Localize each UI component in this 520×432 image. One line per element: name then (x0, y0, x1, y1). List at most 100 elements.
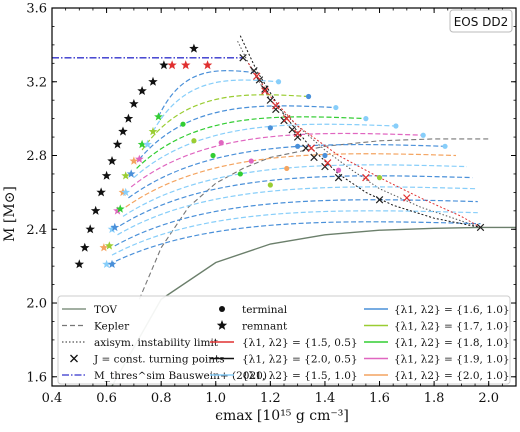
remnant-star-colored (148, 126, 158, 136)
legend-label: J = const. turning points (93, 354, 225, 366)
legend-label: Kepler (94, 321, 130, 333)
remnant-star (148, 76, 158, 86)
seq-15-05-line (248, 63, 481, 228)
turning-point-cross (302, 144, 310, 152)
remnant-star-colored (110, 222, 120, 232)
turning-point-cross (476, 223, 485, 232)
turning-point-cross-red (252, 72, 261, 80)
remnant-star-red (167, 60, 177, 70)
sequence-curve (133, 123, 396, 179)
legend-label: axisym. instability limit (94, 337, 219, 349)
turning-point-cross (250, 66, 258, 75)
legend-swatch (70, 354, 78, 363)
y-axis-label: M [M⊙] (2, 186, 18, 242)
x-tick-label: 0.6 (96, 391, 117, 406)
legend-label: {λ1, λ2} = {2.0, 1.0} (394, 370, 510, 382)
sequence-curve (109, 221, 481, 265)
legend-swatch (219, 306, 225, 312)
remnant-star-colored (102, 259, 111, 268)
sequence-curve (141, 94, 309, 151)
remnant-star (74, 259, 84, 269)
legend-label: {λ1, λ2} = {1.6, 1.0} (394, 304, 510, 316)
turning-point-cross (272, 105, 280, 114)
remnant-star-colored (104, 241, 114, 250)
remnant-star (123, 113, 134, 123)
seq-20-05-line (239, 35, 481, 228)
x-tick-label: 1.4 (315, 391, 336, 406)
remnant-star-red (202, 60, 213, 70)
axes: 0.4 0.6 0.8 1.0 1.2 1.4 1.6 1.8 2.0 1.6 2.0 2.4 2.8 3… (26, 2, 517, 406)
sequence-curve (114, 199, 478, 247)
terminal-dot (322, 152, 328, 159)
remnant-star-colored (113, 206, 122, 215)
x-tick-label: 1.0 (205, 391, 226, 406)
terminal-dot (333, 104, 339, 111)
turning-point-cross (288, 125, 296, 134)
legend-label: {λ1, λ2} = {1.9, 1.0} (394, 354, 510, 366)
terminal-dot (248, 158, 254, 164)
y-tick-label: 2.4 (26, 223, 47, 238)
legend-label: remnant (242, 321, 288, 333)
legend-label: {λ1, λ2} = {2.0, 0.5} (242, 354, 358, 366)
sequence-curve (125, 153, 457, 208)
sequence-curve (152, 79, 279, 132)
x-tick-label: 0.8 (151, 391, 172, 406)
kepler-line (138, 138, 489, 300)
terminal-dot (376, 175, 383, 181)
remnant-star (80, 242, 90, 252)
remnant-star (85, 224, 95, 234)
sequence-curve (136, 116, 366, 169)
remnant-star-colored (99, 243, 109, 252)
legend-label: {λ1, λ2} = {1.5, 0.5} (242, 337, 358, 349)
remnant-star-colored (126, 169, 136, 178)
turning-point-cross (261, 85, 269, 93)
legend-label: {λ1, λ2} = {1.5, 1.0} (242, 370, 358, 382)
terminal-dot (305, 93, 312, 100)
sequence-curve (122, 164, 467, 217)
remnant-star-colored (121, 187, 131, 197)
remnant-star (118, 126, 128, 136)
sequence-curve (111, 210, 478, 256)
turning-point-cross (321, 162, 329, 171)
turning-point-cross (310, 153, 318, 162)
terminal-dot (295, 143, 301, 149)
terminal-dot (275, 79, 282, 85)
sequence-curve (138, 105, 336, 160)
remnant-star-red (181, 60, 191, 70)
turning-point-cross-red (261, 87, 269, 95)
remnant-star (159, 60, 169, 70)
turning-point-cross-red (323, 159, 332, 167)
terminal-dot (267, 125, 273, 131)
x-tick-label: 0.4 (42, 391, 63, 406)
x-tick-label: 2.0 (478, 391, 499, 406)
terminal-dot (267, 182, 273, 188)
turning-point-cross-red (307, 144, 316, 152)
remnant-star (96, 187, 106, 197)
turning-point-cross (255, 76, 264, 84)
remnant-star-colored (137, 139, 147, 149)
terminal-dot (442, 143, 448, 149)
remnant-star (90, 205, 101, 215)
tov-line (111, 226, 516, 386)
turning-point-cross (239, 54, 247, 62)
terminal-dot (393, 123, 399, 129)
annotation-box: EOS DD2 (449, 9, 513, 33)
terminal-dot (180, 121, 186, 127)
terminal-dot (363, 116, 369, 122)
y-tick-label: 2.8 (26, 149, 47, 164)
x-tick-label: 1.6 (369, 391, 390, 406)
y-tick-label: 3.6 (26, 2, 47, 17)
remnant-star-colored (135, 154, 144, 163)
terminal-dot (218, 140, 224, 146)
remnant-star-colored (107, 224, 117, 233)
remnant-star (189, 43, 199, 53)
x-axis-label: ϵmax [10¹⁵ g cm⁻³] (215, 408, 349, 424)
plot-area (52, 35, 516, 386)
terminal-dot (191, 138, 197, 144)
remnant-star-colored (121, 171, 131, 180)
terminal-dot (335, 167, 342, 173)
remnant-star (129, 98, 139, 108)
y-tick-label: 2.0 (26, 297, 47, 312)
plot-marks (52, 35, 516, 386)
